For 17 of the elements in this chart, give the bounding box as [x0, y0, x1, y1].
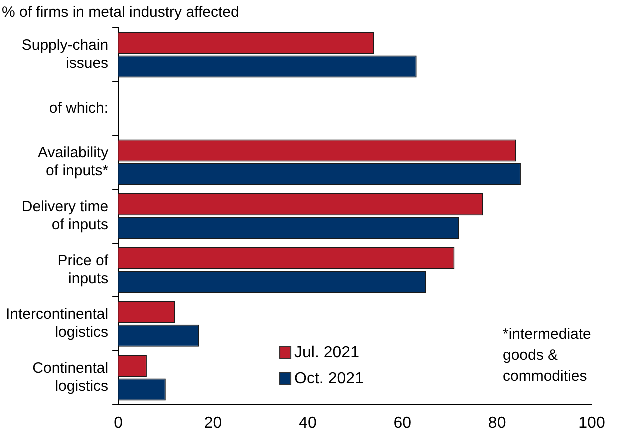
- x-tick-label: 100: [578, 414, 606, 432]
- x-tick-label: 40: [299, 414, 317, 432]
- y-tick-label: Delivery time of inputs: [22, 198, 109, 234]
- y-tick-label: Supply-chain issues: [22, 37, 109, 72]
- x-tick-label: 60: [394, 414, 412, 432]
- text: of which:: [49, 100, 109, 117]
- chart-title: % of firms in metal industry affected: [2, 4, 240, 22]
- x-tick-label: 80: [488, 414, 506, 432]
- y-tick-label: Availability of inputs*: [38, 144, 110, 180]
- y-tick-label: Price of inputs: [58, 252, 110, 288]
- annotation: *intermediate goods & commodities: [503, 326, 592, 385]
- y-tick-label: Continental logistics: [32, 360, 109, 396]
- x-tick-label: 20: [204, 414, 222, 432]
- legend-label: Jul. 2021: [294, 344, 360, 362]
- legend-label: Oct. 2021: [294, 370, 364, 388]
- y-tick-label: Intercontinental logistics: [6, 306, 109, 342]
- x-tick-label: 0: [114, 414, 124, 432]
